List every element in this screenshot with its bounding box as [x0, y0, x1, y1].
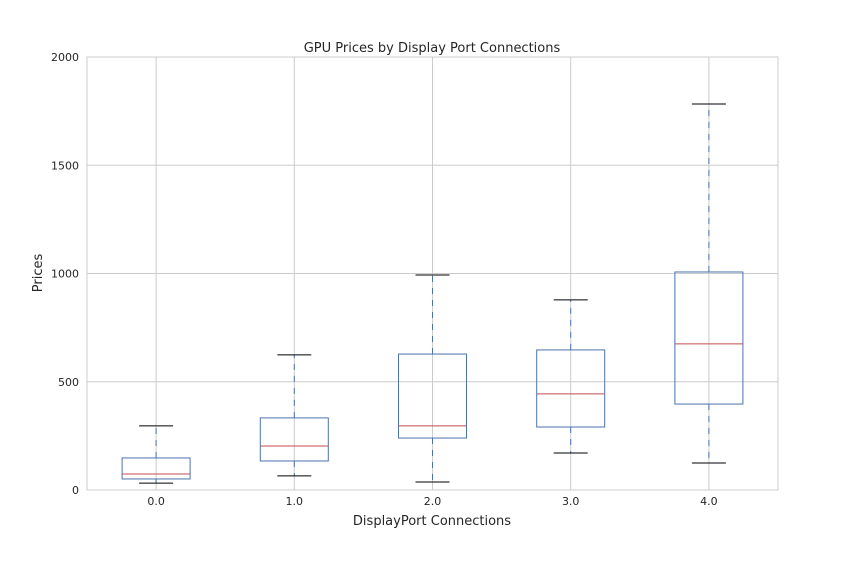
plot-area-frame [86, 56, 779, 491]
chart-title: GPU Prices by Display Port Connections [304, 41, 561, 56]
box-1.0 [259, 354, 329, 477]
iqr-box [259, 417, 329, 462]
x-tick-label: 3.0 [562, 495, 580, 508]
grid-lines [87, 56, 778, 491]
x-tick-label: 4.0 [700, 495, 718, 508]
y-tick-label: 1500 [51, 159, 79, 172]
box-2.0 [398, 274, 467, 483]
y-tick-label: 2000 [51, 51, 79, 64]
box-0.0 [121, 425, 191, 484]
iqr-box [536, 349, 606, 428]
x-tick-label: 2.0 [424, 495, 442, 508]
y-tick-label: 500 [58, 376, 79, 389]
y-tick-label: 1000 [51, 268, 79, 281]
y-tick-label: 0 [72, 484, 79, 497]
box-3.0 [536, 299, 606, 454]
boxes [121, 103, 744, 484]
tick-labels: 0 500 1000 1500 2000 0.0 1.0 2.0 3.0 4.0 [51, 51, 718, 508]
iqr-box [674, 271, 744, 405]
iqr-box [398, 353, 467, 439]
x-axis-label: DisplayPort Connections [353, 514, 511, 529]
x-tick-label: 1.0 [286, 495, 304, 508]
y-axis-label: Prices [31, 254, 46, 293]
iqr-box [121, 457, 191, 480]
box-4.0 [674, 103, 744, 464]
x-tick-label: 0.0 [147, 495, 165, 508]
